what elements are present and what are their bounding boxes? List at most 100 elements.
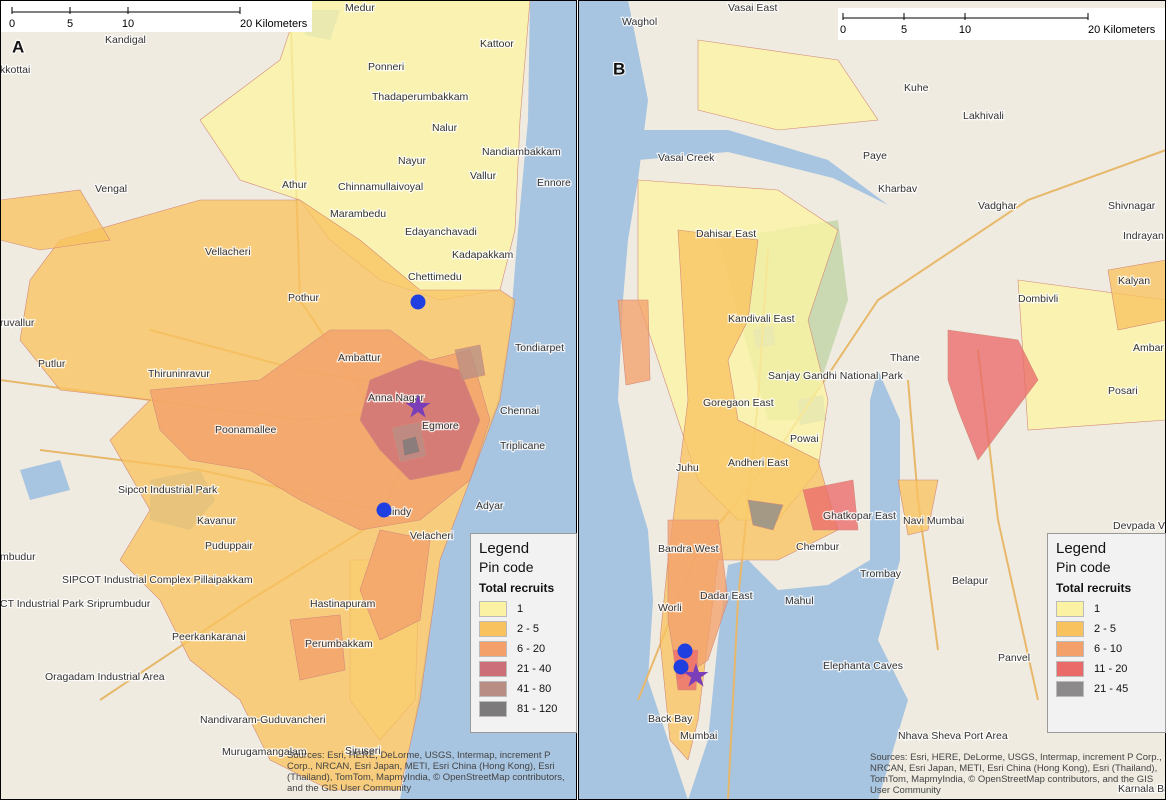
legend-swatch <box>1056 681 1084 697</box>
legend-label: 21 - 45 <box>1094 683 1129 695</box>
legend-heading: Total recruits <box>479 581 555 595</box>
legend-item: 81 - 120 <box>479 699 568 719</box>
place-label: SIPCOT Industrial Complex Pillaipakkam <box>62 574 253 586</box>
scale-label: 10 <box>959 24 971 36</box>
place-label: Sipcot Industrial Park <box>118 484 218 496</box>
place-label: Kuhe <box>904 82 929 94</box>
scale-bar-bg <box>0 0 312 32</box>
pin-code-area <box>802 479 859 531</box>
place-label: Nandiambakkam <box>482 146 561 158</box>
place-label: Nhava Sheva Port Area <box>898 730 1008 742</box>
place-label: Nalur <box>432 122 458 134</box>
legend-subtitle: Pin code <box>1056 559 1111 575</box>
pin-code-area <box>897 479 939 536</box>
place-label: Murugamangalam <box>222 746 307 758</box>
legend-label: 2 - 5 <box>517 623 540 635</box>
place-label: Posari <box>1108 385 1138 397</box>
legend-item: 11 - 20 <box>1056 659 1157 679</box>
place-label: Nandivaram-Guduvancheri <box>200 714 325 726</box>
legend-swatch <box>479 621 507 637</box>
legend-label: 2 - 5 <box>1094 623 1117 635</box>
place-label: Siruseri <box>345 745 381 757</box>
place-label: Poonamallee <box>215 424 276 436</box>
place-label: Pothur <box>288 292 319 304</box>
site-marker <box>376 502 392 518</box>
legend-item: 2 - 5 <box>479 619 568 639</box>
pin-code-area <box>454 344 486 381</box>
lake <box>20 460 70 500</box>
legend-title: Legend <box>479 540 530 557</box>
place-label: Indrayan Agar <box>1123 230 1166 242</box>
place-label: Sanjay Gandhi National Park <box>768 370 904 382</box>
place-label: Vasai Creek <box>658 152 715 164</box>
legend-swatch <box>479 641 507 657</box>
place-label: CT Industrial Park Sriprumbudur <box>0 598 151 610</box>
place-label: Kadapakkam <box>452 249 514 261</box>
legend-item: 6 - 10 <box>1056 639 1157 659</box>
place-label: Andheri East <box>728 457 788 469</box>
place-label: Vasai East <box>728 2 777 14</box>
water <box>578 0 688 800</box>
legend-item: 2 - 5 <box>1056 619 1157 639</box>
place-label: Kharbav <box>878 183 918 195</box>
place-label: Kalyan <box>1118 275 1150 287</box>
legend-swatch <box>1056 601 1084 617</box>
legend-label: 41 - 80 <box>517 683 552 695</box>
place-label: Waghol <box>622 16 657 28</box>
place-label: Panvel <box>998 652 1030 664</box>
place-label: Vadghar <box>978 200 1017 212</box>
place-label: Paye <box>863 150 887 162</box>
place-label: Velacheri <box>410 530 453 542</box>
place-label: Worli <box>658 602 682 614</box>
water <box>628 130 888 205</box>
place-label: Mahul <box>785 595 814 607</box>
place-label: Dombivli <box>1018 293 1058 305</box>
place-label: Triplicane <box>500 440 545 452</box>
scale-label: 0 <box>840 24 846 36</box>
scale-label: 5 <box>901 24 907 36</box>
legend-swatch <box>1056 621 1084 637</box>
place-label: Chembur <box>796 541 840 553</box>
place-label: Back Bay <box>648 713 693 725</box>
place-label: Anna Nagar <box>368 392 425 404</box>
legend-item: 21 - 45 <box>1056 679 1157 699</box>
legend-label: 21 - 40 <box>517 663 552 675</box>
pin-code-area <box>667 519 729 681</box>
place-label: Kandigal <box>105 34 146 46</box>
place-label: Oragadam Industrial Area <box>45 671 165 683</box>
legend-item: 1 <box>479 599 568 619</box>
legend: Legend Pin code Total recruits 1 2 - 5 6 - 20… <box>470 533 577 733</box>
place-label: Puduppair <box>205 540 253 552</box>
place-label: Chettimedu <box>408 271 462 283</box>
site-marker <box>410 294 426 310</box>
place-label: Ambattur <box>338 352 381 364</box>
legend-swatch <box>479 601 507 617</box>
place-label: Elephanta Caves <box>823 660 903 672</box>
scale-label: 20 Kilometers <box>240 18 308 30</box>
place-label: Hastinapuram <box>310 598 376 610</box>
scale-label: 0 <box>9 18 15 30</box>
place-label: Karnala Bird <box>1118 783 1166 795</box>
place-label: Egmore <box>422 420 459 432</box>
place-label: Dadar East <box>700 590 753 602</box>
place-label: Devpada Village <box>1113 520 1166 532</box>
scale-bar-bg <box>838 8 1166 40</box>
place-label: Kandivali East <box>728 313 795 325</box>
place-label: Thiruninravur <box>148 368 210 380</box>
place-label: Bandra West <box>658 543 719 555</box>
place-label: Trombay <box>860 568 902 580</box>
legend-swatch <box>1056 641 1084 657</box>
scale-label: 10 <box>122 18 134 30</box>
scale-label: 20 Kilometers <box>1088 24 1156 36</box>
site-marker <box>677 643 693 659</box>
center-marker <box>683 663 709 687</box>
pin-code-area <box>697 39 879 131</box>
legend-label: 11 - 20 <box>1094 663 1128 675</box>
place-label: Medur <box>345 2 375 14</box>
center-marker <box>405 394 431 418</box>
legend-item: 1 <box>1056 599 1157 619</box>
pin-code-area <box>401 435 421 457</box>
legend-swatch <box>479 681 507 697</box>
